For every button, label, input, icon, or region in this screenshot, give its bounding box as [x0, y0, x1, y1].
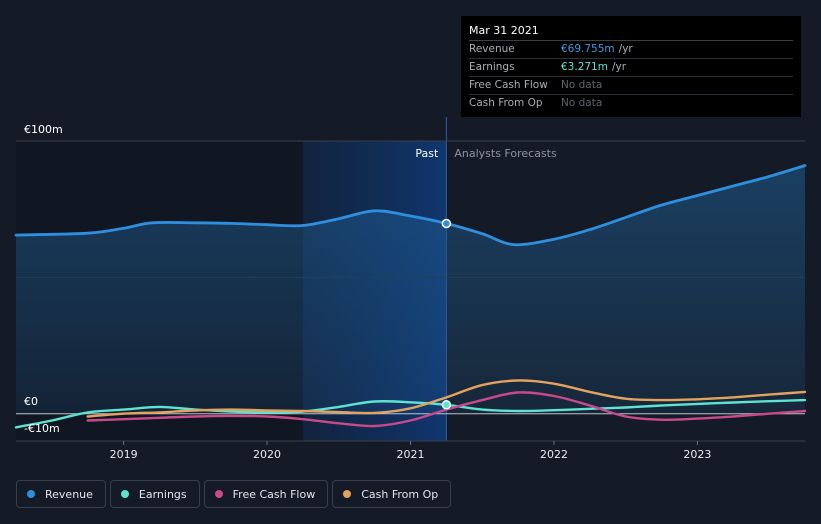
legend-item-cash-from-op[interactable]: Cash From Op	[332, 480, 452, 508]
tooltip-row-revenue: Revenue €69.755m /yr	[469, 41, 793, 59]
tooltip-label: Earnings	[469, 61, 515, 73]
tooltip-value: No data	[561, 79, 603, 91]
revenue-marker	[441, 218, 452, 229]
legend-item-earnings[interactable]: Earnings	[109, 480, 200, 508]
x-tick-label: 2021	[397, 448, 425, 461]
x-tick-label: 2019	[110, 448, 138, 461]
free-cash-flow-line	[86, 391, 807, 428]
tooltip-unit: /yr	[618, 43, 633, 55]
revenue-line	[14, 164, 807, 247]
legend-dot-icon	[214, 490, 223, 498]
legend: Revenue Earnings Free Cash Flow Cash Fro…	[16, 480, 452, 508]
tooltip-value: €3.271m	[561, 61, 608, 73]
legend-dot-icon	[120, 490, 129, 498]
tooltip-panel: Mar 31 2021 Revenue €69.755m /yr Earning…	[461, 16, 801, 117]
legend-dot-icon	[27, 490, 35, 498]
cash-from-op-line	[86, 379, 807, 418]
tooltip-label: Free Cash Flow	[469, 79, 548, 91]
legend-label: Free Cash Flow	[232, 487, 316, 501]
x-tick-label: 2020	[253, 448, 281, 461]
forecast-label: Analysts Forecasts	[454, 147, 557, 160]
past-label: Past	[415, 147, 439, 160]
tooltip-date: Mar 31 2021	[469, 22, 793, 41]
legend-label: Earnings	[138, 487, 187, 501]
tooltip-unit: /yr	[611, 61, 627, 73]
tooltip-value: No data	[561, 97, 603, 109]
tooltip-label: Revenue	[469, 43, 515, 55]
legend-item-revenue[interactable]: Revenue	[16, 480, 106, 508]
y-tick-label: -€10m	[24, 422, 60, 435]
tooltip-row-free-cash-flow: Free Cash Flow No data	[469, 77, 793, 95]
tooltip-label: Cash From Op	[469, 97, 543, 109]
tooltip-value: €69.755m	[561, 43, 615, 55]
y-tick-label: €100m	[24, 123, 63, 136]
legend-item-free-cash-flow[interactable]: Free Cash Flow	[203, 480, 329, 508]
x-tick-label: 2022	[540, 448, 568, 461]
revenue-area	[16, 165, 805, 414]
tooltip-row-earnings: Earnings €3.271m /yr	[469, 59, 793, 77]
earnings-marker	[441, 400, 452, 410]
legend-label: Cash From Op	[361, 487, 439, 501]
tooltip-row-cash-from-op: Cash From Op No data	[469, 95, 793, 112]
y-tick-label: €0	[24, 395, 38, 408]
legend-dot-icon	[343, 490, 352, 498]
x-tick-label: 2023	[683, 448, 711, 461]
legend-label: Revenue	[45, 487, 93, 501]
earnings-line	[14, 398, 807, 429]
